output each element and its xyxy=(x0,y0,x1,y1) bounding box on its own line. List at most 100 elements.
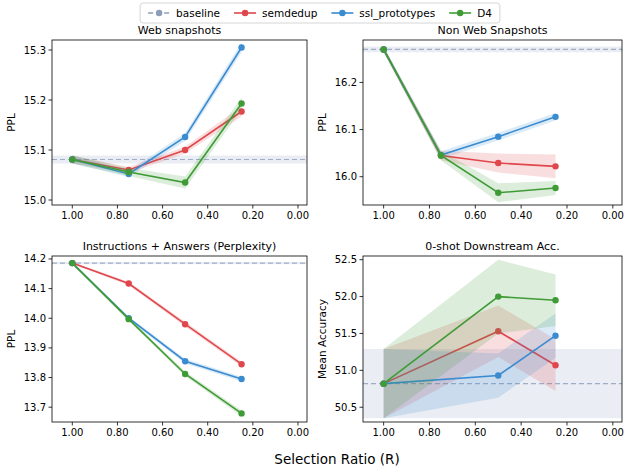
point xyxy=(552,362,558,368)
point xyxy=(238,44,244,50)
y-tick-label: 14.2 xyxy=(24,253,46,264)
y-tick-label: 13.8 xyxy=(24,372,46,383)
error-band xyxy=(72,98,241,189)
panel: 1.000.800.600.400.200.0015.015.115.215.3… xyxy=(5,24,309,221)
panel: 1.000.800.600.400.200.0013.713.813.914.0… xyxy=(5,240,309,438)
x-tick xyxy=(566,205,567,209)
x-tick-label: 0.20 xyxy=(242,210,264,221)
y-tick xyxy=(49,258,53,259)
x-tick xyxy=(252,205,253,209)
series-line xyxy=(384,297,556,384)
x-tick xyxy=(297,422,298,426)
point xyxy=(552,163,558,169)
point xyxy=(552,332,558,338)
x-tick-label: 0.60 xyxy=(151,427,173,438)
y-tick xyxy=(360,82,364,83)
error-band xyxy=(72,262,241,416)
series-line xyxy=(72,48,241,175)
point xyxy=(495,160,501,166)
legend-label: D4 xyxy=(477,7,492,19)
y-tick xyxy=(49,407,53,408)
x-tick-label: 0.00 xyxy=(287,210,309,221)
x-tick-label: 0.80 xyxy=(106,210,128,221)
legend-label: baseline xyxy=(176,7,220,19)
x-tick xyxy=(117,205,118,209)
y-tick-label: 52.0 xyxy=(335,291,357,302)
x-tick-label: 0.40 xyxy=(510,210,532,221)
legend-marker xyxy=(242,10,248,16)
x-tick-label: 0.20 xyxy=(242,427,264,438)
y-tick xyxy=(360,129,364,130)
x-tick xyxy=(521,205,522,209)
x-tick-label: 0.80 xyxy=(106,427,128,438)
point xyxy=(69,156,75,162)
series-line xyxy=(72,263,241,379)
x-tick xyxy=(162,205,163,209)
legend-item: baseline xyxy=(148,7,220,19)
y-tick xyxy=(49,288,53,289)
y-tick xyxy=(360,370,364,371)
point xyxy=(380,46,386,52)
point xyxy=(126,169,132,175)
point xyxy=(495,133,501,139)
y-tick xyxy=(49,100,53,101)
series-line xyxy=(363,49,622,50)
x-tick xyxy=(612,422,613,426)
y-tick xyxy=(360,259,364,260)
x-tick-label: 1.00 xyxy=(372,427,394,438)
y-axis-label: PPL xyxy=(5,113,17,132)
point xyxy=(380,46,386,52)
legend-label: semdedup xyxy=(262,7,318,19)
point xyxy=(438,152,444,158)
y-tick xyxy=(49,150,53,151)
point xyxy=(182,358,188,364)
x-tick xyxy=(252,422,253,426)
x-tick-label: 0.60 xyxy=(464,427,486,438)
panel-title: Web snapshots xyxy=(138,24,222,37)
y-tick xyxy=(49,200,53,201)
x-tick-label: 1.00 xyxy=(372,210,394,221)
panel: 1.000.800.600.400.200.0050.551.051.552.0… xyxy=(316,240,624,438)
x-tick xyxy=(207,422,208,426)
error-band xyxy=(72,43,241,178)
y-axis-label: Mean Accuracy xyxy=(316,299,328,379)
legend-box xyxy=(140,3,500,23)
x-tick xyxy=(383,422,384,426)
y-tick-label: 50.5 xyxy=(335,402,357,413)
panel: 1.000.800.600.400.200.0016.016.116.2Non … xyxy=(316,24,624,221)
x-tick xyxy=(72,422,73,426)
series-line xyxy=(384,49,556,155)
panel-title: Instructions + Answers (Perplexity) xyxy=(83,240,277,253)
point xyxy=(380,380,386,386)
y-tick-label: 15.0 xyxy=(24,195,46,206)
y-tick-label: 52.5 xyxy=(335,254,357,265)
error-band xyxy=(384,47,556,179)
y-tick-label: 16.2 xyxy=(335,77,357,88)
y-tick-label: 16.0 xyxy=(335,171,357,182)
error-band xyxy=(52,262,307,264)
legend-item: D4 xyxy=(449,7,492,19)
x-tick xyxy=(566,422,567,426)
point xyxy=(380,380,386,386)
y-tick-label: 16.1 xyxy=(335,124,357,135)
point xyxy=(552,114,558,120)
frame xyxy=(52,40,307,205)
x-tick-label: 0.60 xyxy=(464,210,486,221)
y-tick-label: 13.7 xyxy=(24,402,46,413)
x-tick-label: 0.00 xyxy=(602,210,624,221)
legend-item: ssl_prototypes xyxy=(331,7,435,20)
x-tick-label: 0.40 xyxy=(197,427,219,438)
plot-area xyxy=(363,260,622,419)
y-tick xyxy=(49,347,53,348)
point xyxy=(182,371,188,377)
y-tick xyxy=(360,333,364,334)
error-band xyxy=(363,47,622,53)
x-tick xyxy=(612,205,613,209)
error-band xyxy=(72,262,241,381)
point xyxy=(69,260,75,266)
y-tick-label: 14.1 xyxy=(24,283,46,294)
y-tick xyxy=(49,50,53,51)
x-tick-label: 0.60 xyxy=(151,210,173,221)
x-tick xyxy=(429,422,430,426)
point xyxy=(69,156,75,162)
